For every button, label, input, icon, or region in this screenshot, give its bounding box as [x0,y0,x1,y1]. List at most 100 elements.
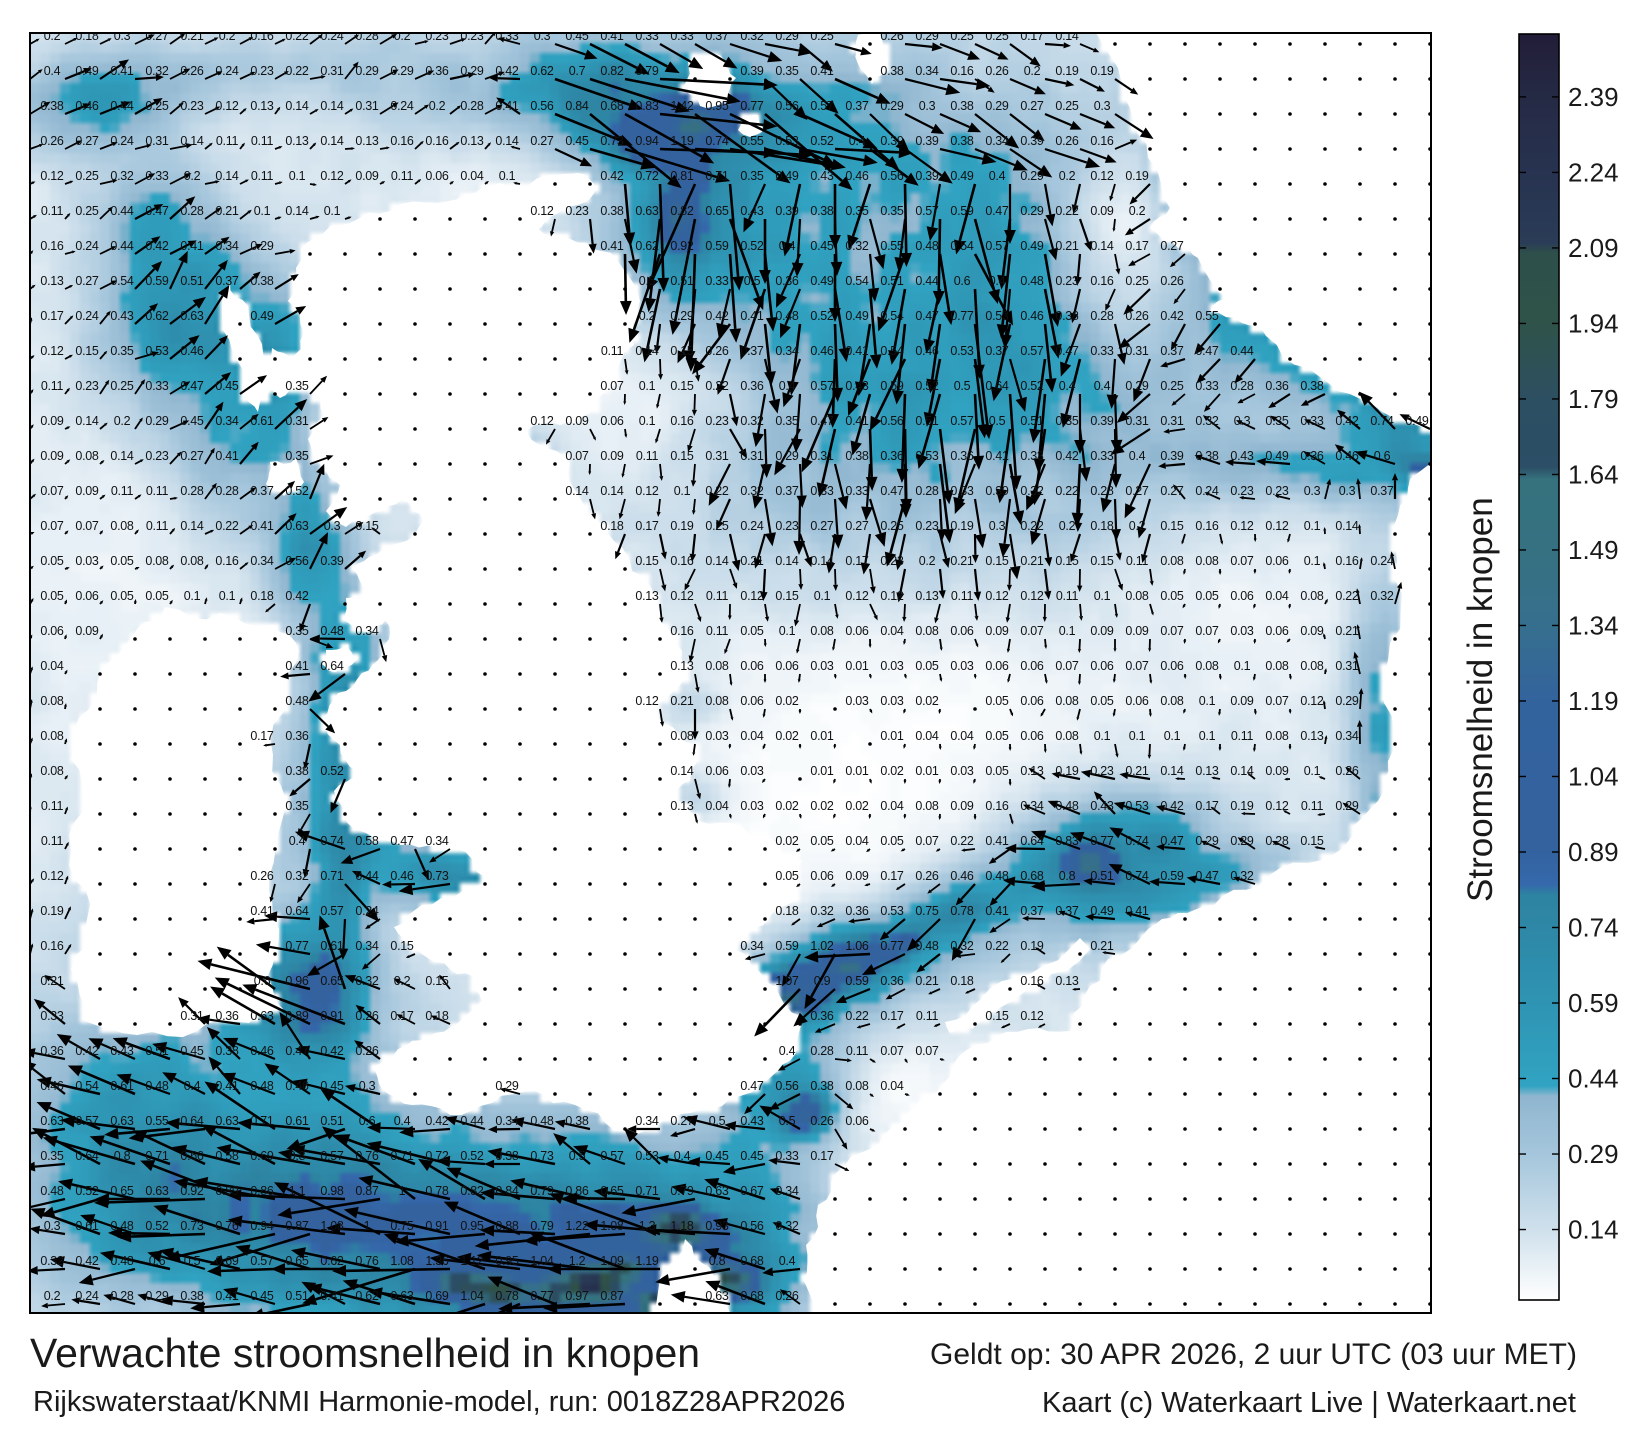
current-arrow-head [1074,276,1082,286]
current-arrow-head [290,274,299,282]
current-arrow-head [192,296,206,309]
current-arrow-head [903,745,907,749]
grid-dot [763,1057,767,1061]
current-arrow-shaft [1359,560,1363,570]
speed-value-label: 0.45 [250,1289,273,1303]
speed-value-label: 0.11 [1301,799,1324,813]
current-arrow-head [671,1183,687,1196]
current-arrow-head [903,172,919,186]
speed-value-label: 0.04 [880,624,903,638]
grid-dot [518,532,522,536]
current-arrow-shaft [99,532,102,535]
current-arrow-shaft [204,486,215,500]
current-arrow-head [106,310,111,316]
speed-value-label: 0.37 [1370,484,1393,498]
grid-dot [238,707,242,711]
speed-value-label: 0.07 [1230,554,1253,568]
current-arrow-shaft [239,245,257,255]
grid-dot [273,847,277,851]
current-arrow-shaft [204,38,216,45]
grid-dot [903,1197,907,1201]
current-arrow-head [640,158,656,170]
grid-dot [448,392,452,396]
current-arrow-shaft [1357,628,1361,640]
grid-dot [378,497,382,501]
grid-dot [203,777,207,781]
speed-value-label: 0.46 [390,869,413,883]
speed-value-label: 0.06 [1090,659,1113,673]
speed-value-label: 0.46 [75,99,98,113]
current-arrow-head [942,557,951,568]
grid-dot [1393,1057,1397,1061]
current-arrow-head [1186,875,1197,884]
current-arrow-shaft [867,883,871,886]
current-arrow-head [775,170,791,184]
current-arrow-shaft [210,963,311,991]
grid-dot [1113,1302,1117,1306]
current-arrow-shaft [449,143,458,150]
grid-dot [1393,287,1397,291]
grid-dot [448,777,452,781]
current-arrow-shaft [1093,916,1116,921]
current-arrow-shaft [274,146,280,150]
grid-dot [1393,1162,1397,1166]
speed-value-label: 0.06 [425,169,448,183]
current-arrow-head [250,441,259,451]
current-arrow-head [227,1215,243,1228]
speed-value-label: 0.28 [1230,379,1253,393]
current-arrow-shaft [786,953,801,978]
speed-value-label: 0.14 [635,344,658,358]
speed-value-label: 0.53 [775,134,798,148]
speed-value-label: 0.39 [915,134,938,148]
grid-dot [483,637,487,641]
current-arrow-head [171,527,176,532]
current-arrow-shaft [763,323,772,372]
grid-dot [1428,637,1430,641]
speed-value-label: 0.35 [285,379,308,393]
speed-value-label: 0.35 [740,169,763,183]
grid-dot [1148,147,1152,151]
speed-value-label: 0.06 [1265,624,1288,638]
grid-dot [1323,1197,1327,1201]
grid-dot [833,707,837,711]
current-arrow-shaft [729,568,736,584]
speed-value-label: 0.08 [1055,694,1078,708]
speed-value-label: 0.52 [320,764,343,778]
current-arrow-head [1044,680,1048,684]
current-arrow-head [847,400,859,416]
speed-value-label: 0.06 [1125,694,1148,708]
speed-value-label: 0.21 [1055,239,1078,253]
current-arrow-head [688,655,695,663]
speed-value-label: 0.06 [810,869,833,883]
speed-value-label: 0.34 [355,939,378,953]
current-arrow-shaft [713,463,731,495]
grid-dot [1428,252,1430,256]
grid-dot [483,252,487,256]
current-arrow-head [592,436,596,441]
grid-dot [483,1092,487,1096]
speed-value-label: 0.52 [810,134,833,148]
grid-dot [973,1302,977,1306]
current-arrow-shaft [254,988,346,1026]
current-arrow-head [930,123,945,134]
current-arrow-shaft [692,498,696,511]
current-arrow-shaft [622,463,626,475]
current-arrow-shaft [347,1138,416,1166]
current-arrow-head [523,1234,538,1247]
speed-value-label: 0.16 [1090,274,1113,288]
current-arrow-shaft [898,883,906,889]
current-arrow-head [973,675,977,679]
land-polygon [344,592,394,632]
grid-dot [1393,217,1397,221]
current-arrow-shaft [209,1018,241,1026]
speed-value-label: 0.34 [495,1114,518,1128]
grid-dot [1393,1267,1397,1271]
current-arrow-shaft [34,1052,66,1061]
speed-value-label: 0.47 [1195,869,1218,883]
current-arrow-shaft [309,708,329,728]
speed-value-label: 0.45 [740,1149,763,1163]
speed-value-label: 0.38 [40,99,63,113]
speed-value-label: 0.29 [1335,799,1358,813]
current-arrow-shaft [780,253,802,296]
current-arrow-head [916,453,929,469]
